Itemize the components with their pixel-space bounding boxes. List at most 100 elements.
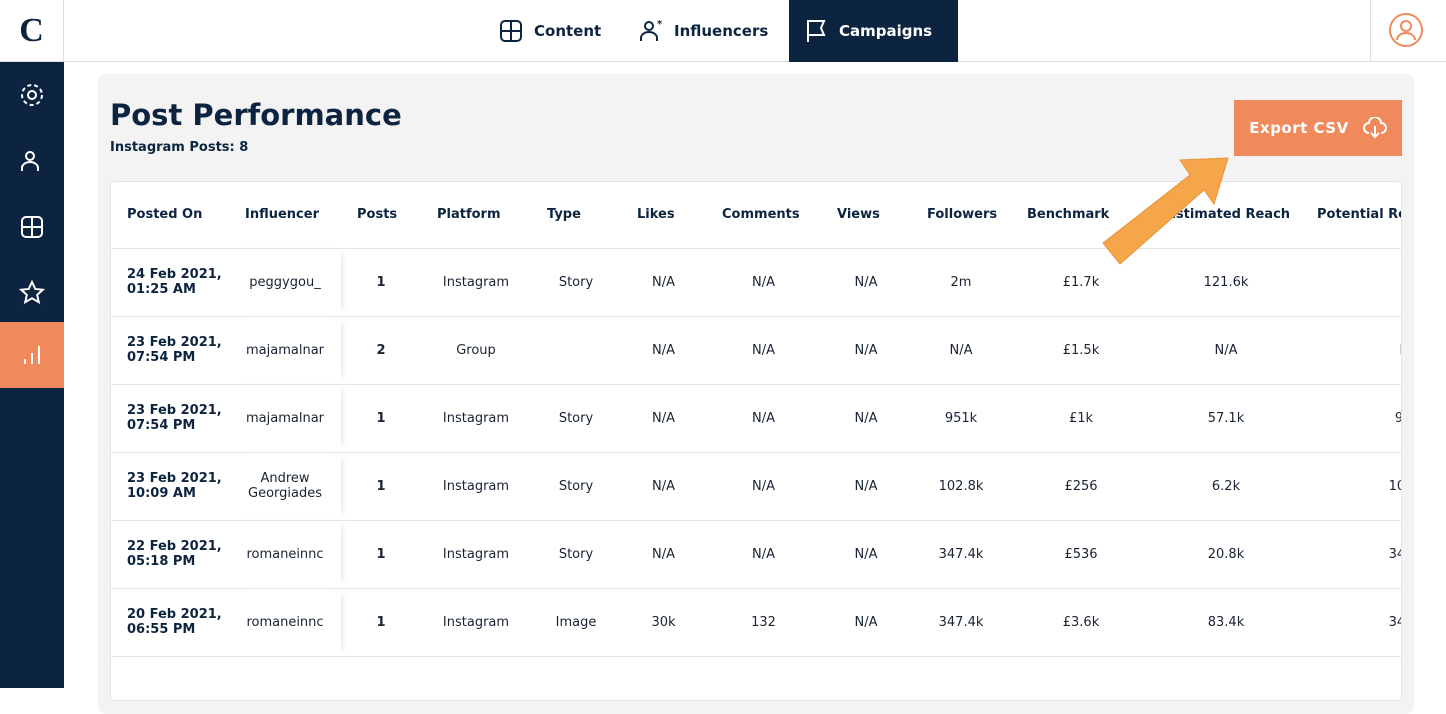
column-header: Potential Reach — [1301, 182, 1401, 249]
table-cell: 347.4k — [1301, 520, 1401, 589]
table-cell: N/A — [1151, 316, 1301, 385]
column-header: Views — [821, 182, 911, 249]
nav-label: Campaigns — [839, 22, 933, 40]
export-button[interactable]: Export CSV — [1234, 100, 1402, 156]
subtitle: Instagram Posts: 8 — [110, 140, 249, 155]
table-cell: 102.8k — [911, 452, 1011, 521]
table-cell: 2 — [341, 316, 421, 385]
column-header: Likes — [621, 182, 706, 249]
column-header: Posts — [341, 182, 421, 249]
table-cell: 347.4k — [911, 520, 1011, 589]
icon — [21, 151, 39, 171]
table-cell: 1 — [341, 384, 421, 453]
column-header: Comments — [706, 182, 821, 249]
table-cell: Instagram — [421, 248, 531, 317]
table-cell: 347.4k — [911, 588, 1011, 657]
table-row: 23 Feb 2021, 10:09 AM Andrew Georgiades 1 I… — [111, 452, 1401, 521]
table-cell: 57.1k — [1151, 384, 1301, 453]
analytics[interactable] — [0, 322, 64, 388]
column-header: Estimated Reach — [1151, 182, 1301, 249]
button-label: Export CSV — [1249, 119, 1349, 137]
table-cell: N/A — [706, 384, 821, 453]
table-cell: £1.7k — [1011, 248, 1151, 317]
nav-label: Influencers — [674, 22, 769, 40]
icon — [24, 346, 40, 364]
table-cell: N/A — [706, 520, 821, 589]
nav-influencers[interactable]: * Influencers — [624, 0, 782, 62]
table-cell: N/A — [911, 316, 1011, 385]
table-cell: Story — [531, 520, 621, 589]
table-cell: N/A — [821, 384, 911, 453]
nav-content[interactable]: Content — [484, 0, 615, 62]
table-cell: £256 — [1011, 452, 1151, 521]
icon — [19, 280, 45, 305]
table-cell: 23 Feb 2021, 10:09 AM — [111, 452, 229, 521]
table-cell: Instagram — [421, 384, 531, 453]
table-cell: 2m — [1301, 248, 1401, 317]
icon — [21, 216, 43, 238]
table-cell: 347.4k — [1301, 588, 1401, 657]
table-cell: N/A — [821, 588, 911, 657]
table-cell: Instagram — [421, 588, 531, 657]
nav-campaigns[interactable]: Campaigns — [789, 0, 958, 62]
table-cell: N/A — [706, 248, 821, 317]
table-cell: N/A — [706, 316, 821, 385]
sidebar — [0, 62, 64, 688]
table-cell: N/A — [821, 520, 911, 589]
settings[interactable] — [0, 62, 64, 128]
table-cell: 1 — [341, 520, 421, 589]
icon — [21, 84, 43, 106]
table-cell: 23 Feb 2021, 07:54 PM — [111, 316, 229, 385]
table-cell: £1k — [1011, 384, 1151, 453]
table-cell: N/A — [621, 384, 706, 453]
table-cell: 6.2k — [1151, 452, 1301, 521]
column-header: Type — [531, 182, 621, 249]
table-cell: 1 — [341, 452, 421, 521]
table-cell: Image — [531, 588, 621, 657]
table-cell: Instagram — [421, 520, 531, 589]
table-cell: majamalnar — [229, 384, 341, 453]
table-cell: N/A — [621, 316, 706, 385]
table-row: 23 Feb 2021, 07:54 PM majamalnar 1 Instagra… — [111, 384, 1401, 453]
table-cell: 83.4k — [1151, 588, 1301, 657]
icon — [807, 20, 826, 42]
table-cell: Instagram — [421, 452, 531, 521]
column-header: Influencer — [229, 182, 341, 249]
table-cell: Andrew Georgiades — [229, 452, 341, 521]
table-cell: 23 Feb 2021, 07:54 PM — [111, 384, 229, 453]
icon: * — [640, 19, 663, 41]
favourites[interactable] — [0, 260, 64, 326]
table-row: 20 Feb 2021, 06:55 PM romaneinnc 1 Instagra… — [111, 588, 1401, 657]
table-row: 23 Feb 2021, 07:54 PM majamalnar 2 Group N/A… — [111, 316, 1401, 385]
logo[interactable]: C — [0, 0, 64, 62]
table-cell: 2m — [911, 248, 1011, 317]
influencers[interactable] — [0, 128, 64, 194]
table-cell: 22 Feb 2021, 05:18 PM — [111, 520, 229, 589]
header-row: Posted On Influencer Posts Platform Type Like… — [111, 182, 1401, 249]
icon — [500, 20, 522, 42]
table-container: Posted On Influencer Posts Platform Type Like… — [110, 181, 1402, 701]
table-cell — [531, 316, 621, 385]
table-cell: N/A — [821, 316, 911, 385]
table-cell: 30k — [621, 588, 706, 657]
profile[interactable] — [1388, 12, 1424, 48]
table-cell: N/A — [821, 248, 911, 317]
content[interactable] — [0, 194, 64, 260]
table-cell: 1 — [341, 248, 421, 317]
table: Posted On Influencer Posts Platform Type Like… — [111, 182, 1401, 657]
table-cell: peggygou_ — [229, 248, 341, 317]
table-cell: 951k — [1301, 384, 1401, 453]
divider — [1370, 0, 1371, 62]
top-bar: Content * Influencers Campaigns — [64, 0, 1446, 62]
column-header: Followers — [911, 182, 1011, 249]
table-cell: 951k — [911, 384, 1011, 453]
table-cell: majamalnar — [229, 316, 341, 385]
table-cell: romaneinnc — [229, 520, 341, 589]
table-row: 22 Feb 2021, 05:18 PM romaneinnc 1 Instagra… — [111, 520, 1401, 589]
table-cell: N/A — [706, 452, 821, 521]
table-cell: 132 — [706, 588, 821, 657]
table-cell: Story — [531, 384, 621, 453]
column-header: Posted On — [111, 182, 229, 249]
icon — [1362, 117, 1387, 139]
table-cell: N/A — [1301, 316, 1401, 385]
